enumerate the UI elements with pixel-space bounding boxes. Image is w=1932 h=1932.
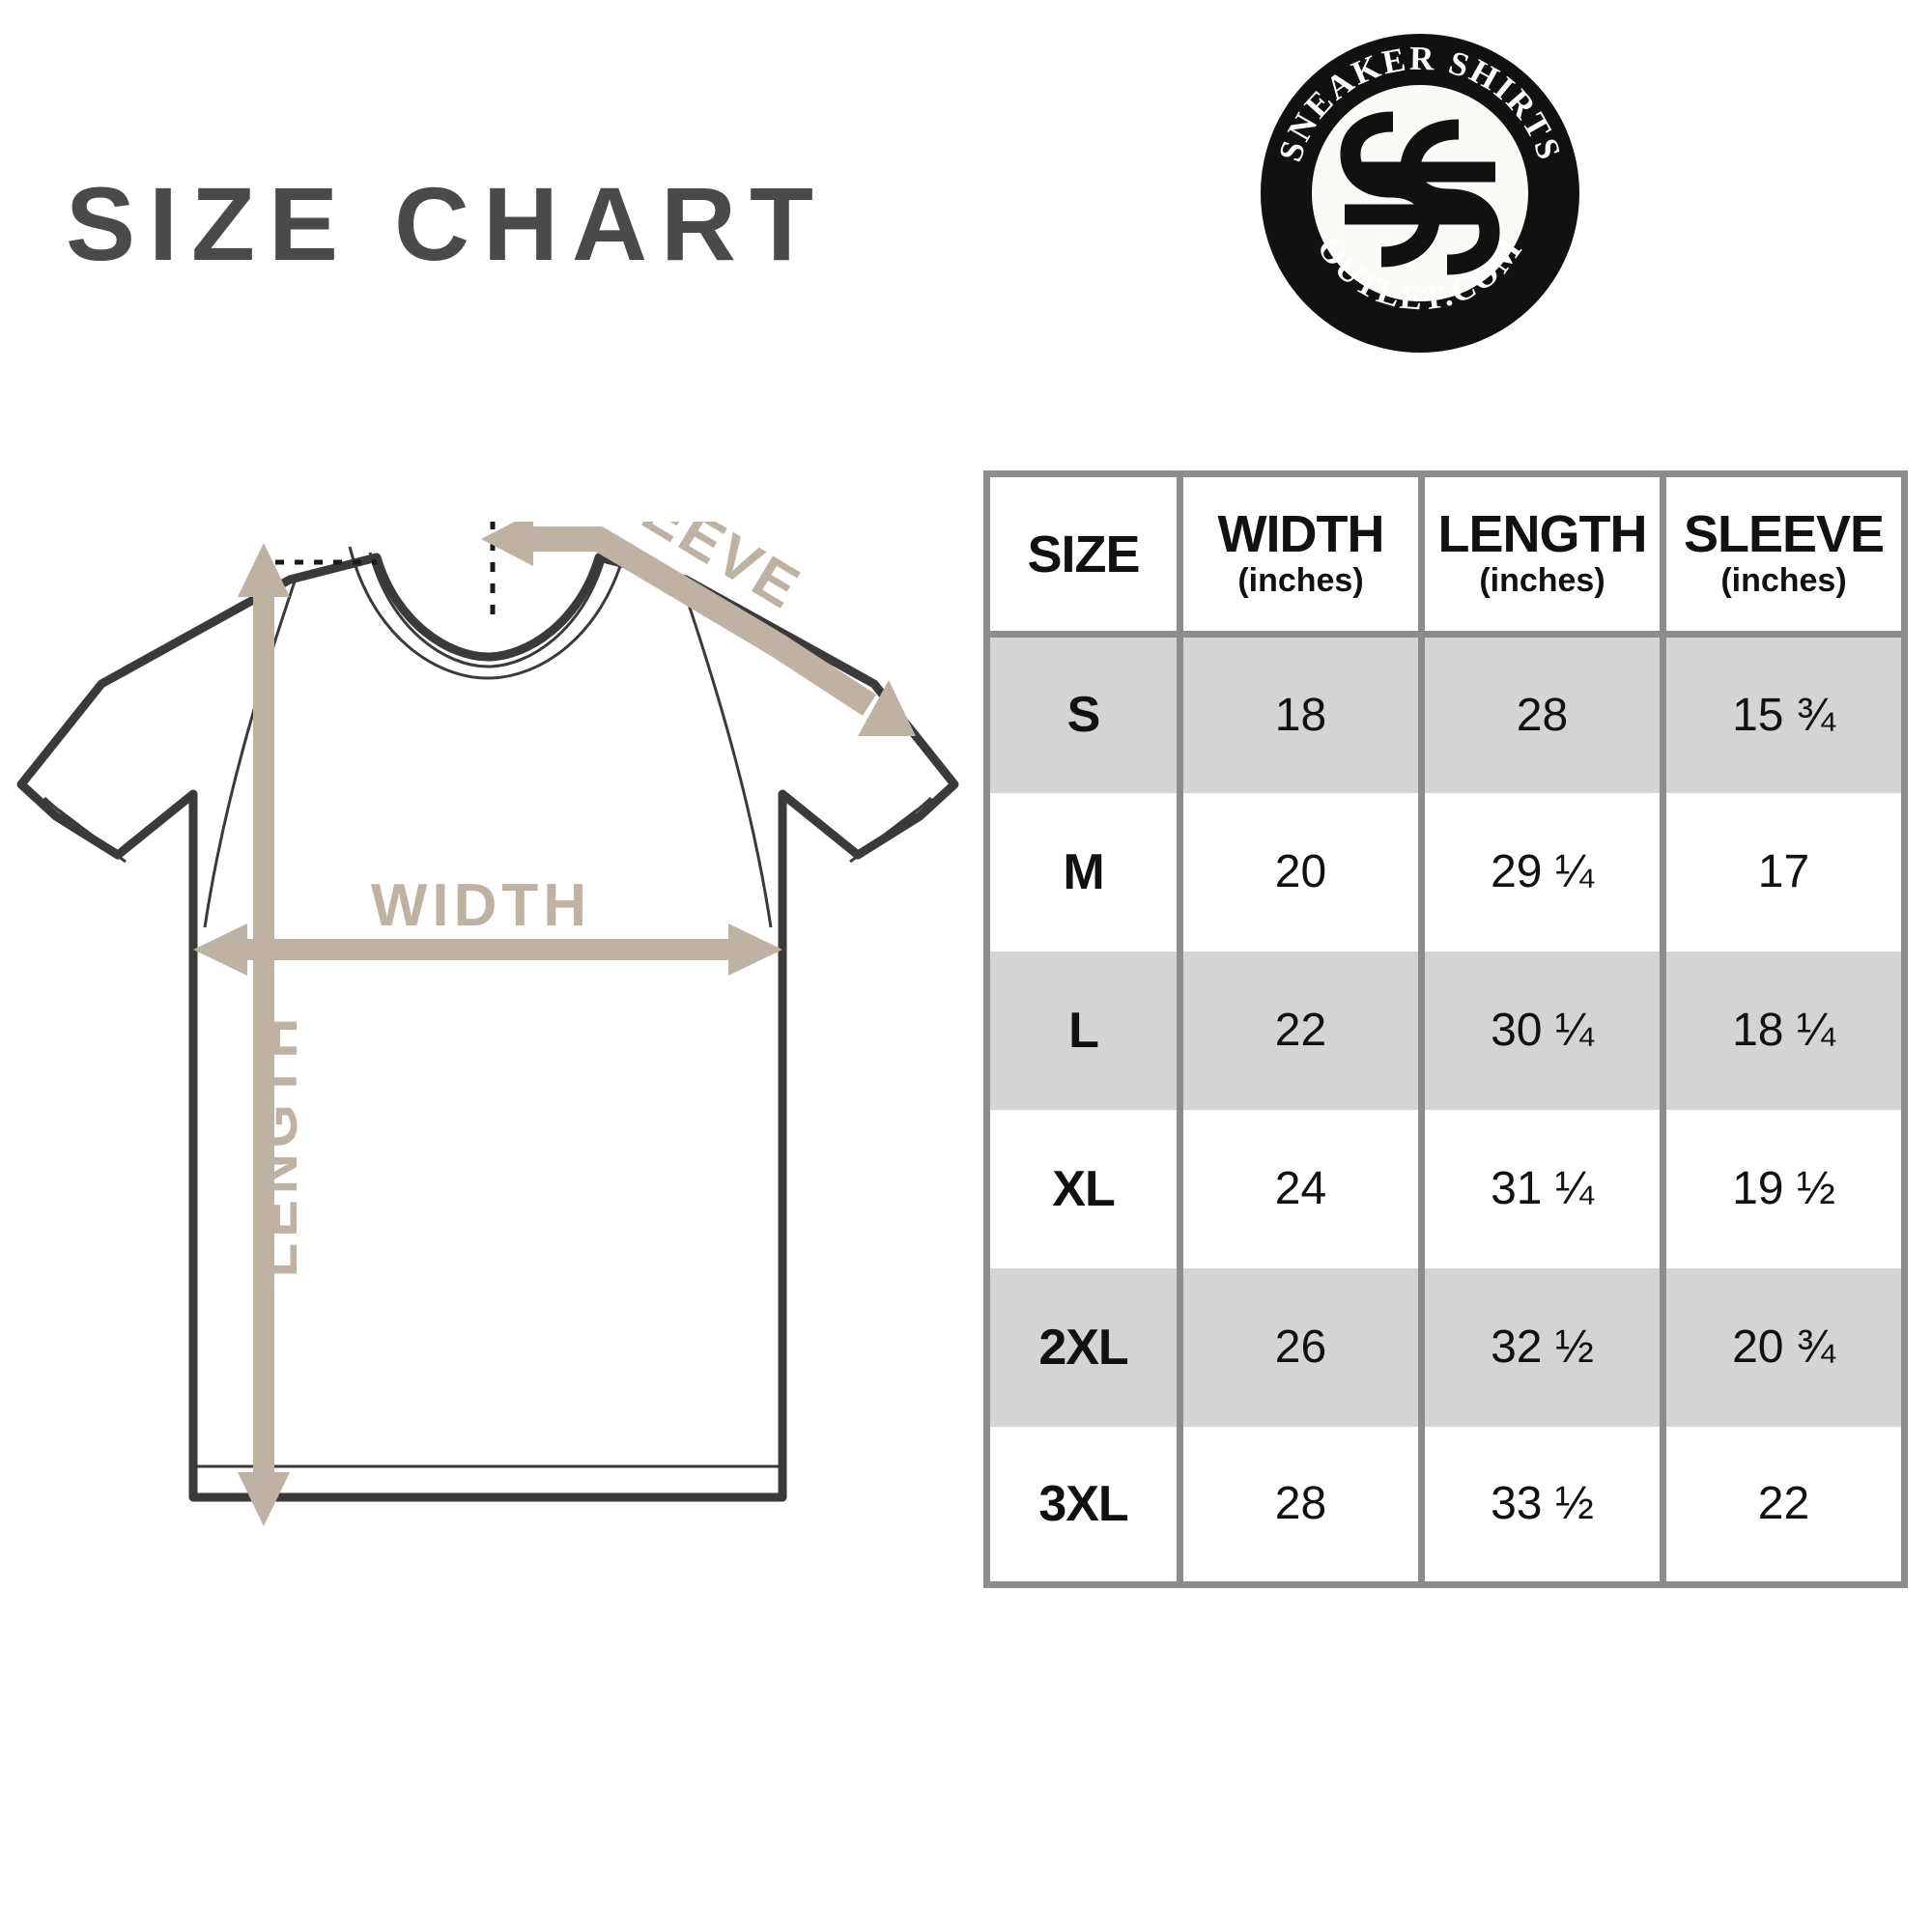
cell-sleeve: 19 ½ xyxy=(1660,1109,1905,1268)
cell-width: 18 xyxy=(1177,634,1425,793)
table-row: 3XL 28 33 ½ 22 xyxy=(986,1426,1905,1585)
page-title: SIZE CHART xyxy=(66,165,827,282)
cell-length: 32 ½ xyxy=(1418,1267,1666,1427)
cell-length: 30 ¼ xyxy=(1418,951,1666,1110)
cell-width: 24 xyxy=(1177,1109,1425,1268)
table-row: S 18 28 15 ¾ xyxy=(986,634,1905,793)
width-label: WIDTH xyxy=(371,872,591,939)
cell-width: 28 xyxy=(1177,1426,1425,1585)
tshirt-seams xyxy=(43,581,933,928)
tshirt-outline xyxy=(16,553,959,1502)
column-header-sleeve: SLEEVE (inches) xyxy=(1660,473,1905,638)
column-header-sleeve-unit: (inches) xyxy=(1720,562,1847,600)
cell-size: 2XL xyxy=(986,1267,1183,1427)
cell-width: 26 xyxy=(1177,1267,1425,1427)
size-chart-table: SIZE WIDTH (inches) LENGTH (inches) SLEE… xyxy=(983,470,1908,1588)
cell-length: 31 ¼ xyxy=(1418,1109,1666,1268)
table-row: 2XL 26 32 ½ 20 ¾ xyxy=(986,1267,1905,1427)
column-header-length-label: LENGTH xyxy=(1437,505,1648,564)
cell-sleeve: 20 ¾ xyxy=(1660,1267,1905,1427)
table-header-row: SIZE WIDTH (inches) LENGTH (inches) SLEE… xyxy=(986,473,1905,638)
tshirt-collar xyxy=(348,546,628,680)
table-row: L 22 30 ¼ 18 ¼ xyxy=(986,951,1905,1110)
cell-size: L xyxy=(986,951,1183,1110)
column-header-length: LENGTH (inches) xyxy=(1418,473,1666,638)
cell-sleeve: 18 ¼ xyxy=(1660,951,1905,1110)
cell-size: M xyxy=(986,792,1183,952)
column-header-size-label: SIZE xyxy=(1027,525,1140,583)
cell-sleeve: 17 xyxy=(1660,792,1905,952)
table-header: SIZE WIDTH (inches) LENGTH (inches) SLEE… xyxy=(986,473,1905,638)
column-header-length-unit: (inches) xyxy=(1479,562,1605,600)
cell-size: XL xyxy=(986,1109,1183,1268)
cell-length: 28 xyxy=(1418,634,1666,793)
width-measure-arrow xyxy=(193,923,782,976)
cell-length: 29 ¼ xyxy=(1418,792,1666,952)
column-header-size: SIZE xyxy=(986,473,1183,638)
tshirt-measurement-diagram: SLEEVE LENGTH WIDTH xyxy=(0,522,966,1565)
cell-sleeve: 22 xyxy=(1660,1426,1905,1585)
length-label: LENGTH xyxy=(246,1012,309,1277)
table-row: M 20 29 ¼ 17 xyxy=(986,792,1905,952)
cell-width: 20 xyxy=(1177,792,1425,952)
cell-size: S xyxy=(986,634,1183,793)
cell-size: 3XL xyxy=(986,1426,1183,1585)
sleeve-measure-arrow xyxy=(481,522,916,736)
brand-logo: SNEAKER SHIRTS OUTLET.COM xyxy=(1256,29,1584,357)
logo-monogram-ss xyxy=(1340,111,1500,275)
column-header-width-label: WIDTH xyxy=(1217,505,1385,564)
column-header-sleeve-label: SLEEVE xyxy=(1683,505,1885,564)
length-measure-arrow xyxy=(238,543,290,1526)
column-header-width: WIDTH (inches) xyxy=(1177,473,1425,638)
cell-width: 22 xyxy=(1177,951,1425,1110)
table-row: XL 24 31 ¼ 19 ½ xyxy=(986,1109,1905,1268)
table-body: S 18 28 15 ¾ M 20 29 ¼ 17 L 22 30 ¼ 18 ¼… xyxy=(986,634,1905,1585)
column-header-width-unit: (inches) xyxy=(1237,562,1364,600)
cell-length: 33 ½ xyxy=(1418,1426,1666,1585)
cell-sleeve: 15 ¾ xyxy=(1660,634,1905,793)
